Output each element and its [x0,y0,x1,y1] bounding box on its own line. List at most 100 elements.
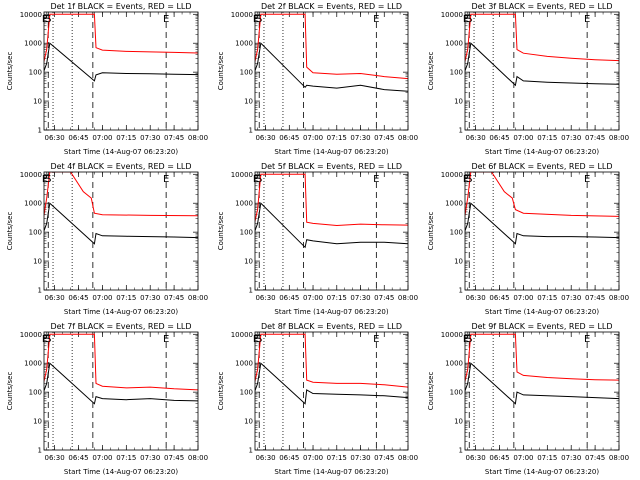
x-tick-label: 08:00 [398,294,418,302]
x-tick-label: 07:15 [327,134,347,142]
panel-title: Det 9f BLACK = Events, RED = LLD [471,322,612,331]
event-marker-label: E [42,174,48,185]
x-tick-label: 06:30 [45,134,65,142]
panel-title: Det 3f BLACK = Events, RED = LLD [471,2,612,11]
x-tick-label: 08:00 [398,134,418,142]
y-tick-label: 10 [454,98,463,106]
event-marker-label: E [584,14,590,25]
event-marker-label: E [42,14,48,25]
x-tick-label: 07:45 [374,454,394,462]
x-axis-label: Start Time (14-Aug-07 06:23:20) [274,148,388,156]
event-marker-label: E [584,334,590,345]
x-tick-label: 07:30 [140,454,160,462]
plot-frame [254,11,409,131]
y-axis-label: Counts/sec [217,52,225,91]
x-tick-label: 06:45 [68,454,88,462]
event-marker-label: E [42,334,48,345]
x-axis-label: Start Time (14-Aug-07 06:23:20) [485,148,599,156]
plot-frame [43,171,199,291]
panel-det-1: Det 1f BLACK = Events, RED = LLD Counts/s… [6,2,208,156]
y-tick-label: 10000 [231,11,253,19]
x-tick-label: 08:00 [609,454,629,462]
y-tick-label: 1000 [24,200,42,208]
x-tick-label: 07:15 [327,454,347,462]
y-tick-label: 10 [33,98,42,106]
panel-det-8: Det 8f BLACK = Events, RED = LLD Counts/s… [217,322,418,476]
event-marker-label: S [45,174,51,185]
x-tick-label: 07:00 [92,454,112,462]
panel-title: Det 6f BLACK = Events, RED = LLD [471,162,612,171]
x-axis-label: Start Time (14-Aug-07 06:23:20) [274,308,388,316]
x-axis-label: Start Time (14-Aug-07 06:23:20) [485,468,599,476]
y-axis-label: Counts/sec [427,52,435,91]
x-tick-label: 08:00 [188,294,208,302]
x-tick-label: 07:45 [585,134,605,142]
y-tick-label: 1 [459,447,463,455]
y-tick-label: 1 [459,127,463,135]
event-marker-label: E [373,174,379,185]
x-tick-label: 07:15 [537,454,557,462]
panel-title: Det 5f BLACK = Events, RED = LLD [261,162,402,171]
x-tick-label: 06:30 [45,294,65,302]
y-tick-label: 1 [38,447,42,455]
x-tick-label: 07:15 [116,454,136,462]
event-marker-label: E [163,334,169,345]
panel-title: Det 1f BLACK = Events, RED = LLD [50,2,191,11]
x-tick-label: 07:45 [374,294,394,302]
event-marker-label: S [256,334,262,345]
plot-frame [464,11,620,131]
y-tick-label: 10000 [441,331,463,339]
series-line-lld [44,13,198,64]
panel-det-4: Det 4f BLACK = Events, RED = LLD Counts/s… [6,162,208,316]
event-marker-label: S [466,334,472,345]
y-tick-label: 100 [450,229,463,237]
series-line-events [255,362,408,405]
y-tick-label: 100 [29,69,42,77]
x-tick-label: 07:15 [116,134,136,142]
x-tick-label: 07:45 [164,454,184,462]
panel-title: Det 8f BLACK = Events, RED = LLD [261,322,402,331]
x-tick-label: 07:00 [92,134,112,142]
y-tick-label: 1 [249,287,253,295]
y-tick-label: 10 [454,258,463,266]
plot-frame [464,171,620,291]
series-line-lld [44,172,198,219]
x-tick-label: 08:00 [398,454,418,462]
x-tick-label: 07:45 [164,134,184,142]
x-tick-label: 07:30 [350,454,370,462]
x-tick-label: 08:00 [609,294,629,302]
y-tick-label: 10000 [20,11,42,19]
x-tick-label: 07:00 [92,294,112,302]
y-tick-label: 1000 [235,40,253,48]
y-tick-label: 100 [29,229,42,237]
x-tick-label: 06:30 [255,134,275,142]
series-line-lld [255,13,408,80]
series-line-events [44,42,198,82]
x-tick-label: 06:30 [255,294,275,302]
event-marker-label: S [466,14,472,25]
y-tick-label: 10 [33,418,42,426]
series-line-events [44,362,198,405]
panel-det-7: Det 7f BLACK = Events, RED = LLD Counts/s… [6,322,208,476]
plot-frame [254,171,409,291]
y-tick-label: 1000 [235,360,253,368]
x-tick-label: 07:00 [513,294,533,302]
x-axis-label: Start Time (14-Aug-07 06:23:20) [274,468,388,476]
x-tick-label: 07:15 [116,294,136,302]
series-line-lld [465,333,619,384]
x-tick-label: 08:00 [609,134,629,142]
y-tick-label: 1 [249,127,253,135]
x-tick-label: 06:30 [255,454,275,462]
event-marker-label: E [463,174,469,185]
y-axis-label: Counts/sec [217,372,225,411]
panel-title: Det 7f BLACK = Events, RED = LLD [50,322,191,331]
y-tick-label: 10000 [231,171,253,179]
y-tick-label: 10 [33,258,42,266]
y-tick-label: 1 [249,447,253,455]
x-axis-label: Start Time (14-Aug-07 06:23:20) [64,468,178,476]
event-marker-label: E [463,334,469,345]
series-line-lld [465,172,619,219]
y-tick-label: 10000 [441,171,463,179]
plot-frame [43,331,199,451]
